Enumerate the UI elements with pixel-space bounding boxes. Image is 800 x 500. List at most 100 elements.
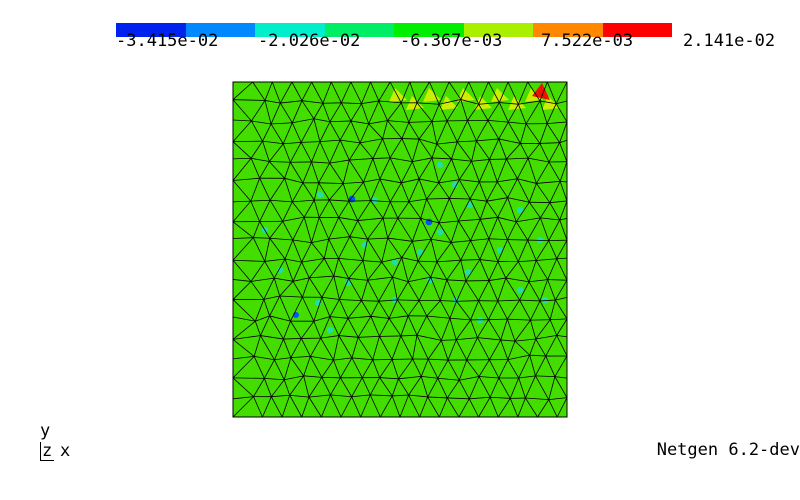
mesh-edge	[430, 239, 438, 262]
mesh-edge	[438, 182, 450, 199]
mesh-edge	[387, 120, 409, 123]
mesh-edge	[319, 139, 341, 143]
mesh-edge	[333, 275, 349, 279]
mesh-edge	[554, 279, 568, 301]
mesh-edge	[418, 276, 432, 301]
mesh-edge	[283, 379, 291, 396]
mesh-edge	[535, 240, 550, 261]
mesh-edge	[439, 300, 451, 319]
mesh-edge	[507, 340, 516, 360]
mesh-edge	[540, 217, 560, 221]
mesh-edge	[447, 359, 460, 381]
mesh-edge	[446, 279, 466, 282]
mesh-edge	[350, 81, 362, 104]
mesh-edge	[468, 81, 480, 105]
mesh-edge	[497, 299, 520, 302]
mesh-edge	[478, 102, 500, 105]
mesh-edge	[488, 238, 508, 241]
mesh-edge	[340, 139, 361, 144]
mesh-edge	[554, 355, 568, 377]
mesh-edge	[348, 200, 371, 202]
mesh-edge	[497, 216, 517, 223]
mesh-edge	[301, 320, 315, 339]
mesh-edge	[517, 104, 527, 124]
mesh-edge	[407, 300, 420, 317]
mesh-edge	[361, 100, 379, 105]
mesh-edge	[320, 337, 334, 361]
mesh-edge	[330, 394, 342, 418]
mesh-edge	[291, 201, 305, 218]
mesh-edge	[279, 295, 303, 298]
mesh-edge	[329, 102, 342, 122]
mesh-edge	[556, 257, 568, 260]
mesh-edge	[539, 299, 556, 302]
mesh-edge	[348, 315, 371, 319]
mesh-edge	[309, 275, 334, 279]
mesh-edge	[333, 357, 352, 361]
mesh-edge	[250, 281, 265, 300]
mesh-edge	[487, 120, 509, 123]
mesh-edge	[367, 280, 380, 302]
mesh-edge	[426, 198, 440, 224]
mesh-edge	[556, 258, 568, 281]
mesh-edge	[490, 396, 511, 399]
mesh-edge	[497, 217, 508, 240]
mesh-edge	[381, 257, 402, 263]
mesh-edge	[528, 157, 550, 163]
mesh-edge	[431, 120, 448, 122]
mesh-edge	[290, 296, 303, 322]
mesh-edge	[559, 219, 568, 241]
mesh-edge	[468, 398, 479, 418]
mesh-edge	[411, 218, 422, 242]
mesh-edge	[499, 102, 519, 105]
mesh-edge	[535, 260, 548, 280]
mesh-edge	[329, 299, 340, 317]
mesh-edge	[465, 259, 481, 282]
mesh-edge	[436, 259, 461, 263]
mesh-edge	[232, 120, 252, 142]
mesh-edge	[232, 396, 254, 400]
mesh-edge	[357, 316, 372, 338]
mesh-edge	[370, 301, 380, 317]
mesh-edge	[391, 395, 401, 418]
mesh-edge	[446, 99, 462, 122]
mesh-edge	[456, 120, 468, 143]
mesh-edge	[437, 377, 460, 381]
mesh-edge	[458, 380, 470, 400]
mesh-edge	[232, 221, 254, 238]
mesh-edge	[525, 397, 549, 401]
mesh-edge	[329, 159, 350, 164]
mesh-edge	[232, 200, 251, 203]
mesh-edge	[310, 356, 323, 378]
mesh-edge	[488, 238, 499, 262]
low-value-spot	[466, 201, 474, 209]
mesh-edge	[253, 378, 265, 397]
mesh-edge	[536, 180, 561, 184]
mesh-edge	[380, 395, 393, 418]
low-value-spot	[344, 279, 352, 287]
mesh-edge	[399, 394, 410, 418]
mesh-edge	[270, 123, 284, 144]
mesh-edge	[338, 335, 359, 338]
mesh-edge	[269, 200, 284, 222]
mesh-edge	[498, 138, 521, 144]
mesh-edge	[458, 179, 471, 200]
mesh-edge	[539, 279, 549, 302]
mesh-edge	[465, 280, 479, 301]
mesh-edge	[271, 379, 285, 397]
mesh-edge	[460, 81, 470, 100]
mesh-edge	[429, 81, 440, 105]
mesh-edge	[401, 257, 409, 282]
mesh-edge	[479, 259, 490, 281]
mesh-edge	[509, 398, 519, 418]
mesh-edge	[370, 315, 390, 319]
mesh-edge	[361, 81, 371, 104]
mesh-edge	[547, 258, 558, 280]
mesh-edge	[361, 280, 369, 301]
mesh-edge	[438, 158, 452, 184]
mesh-edge	[447, 397, 470, 400]
mesh-edge	[527, 239, 549, 242]
mesh-edge	[290, 338, 302, 358]
mesh-edge	[303, 375, 322, 378]
